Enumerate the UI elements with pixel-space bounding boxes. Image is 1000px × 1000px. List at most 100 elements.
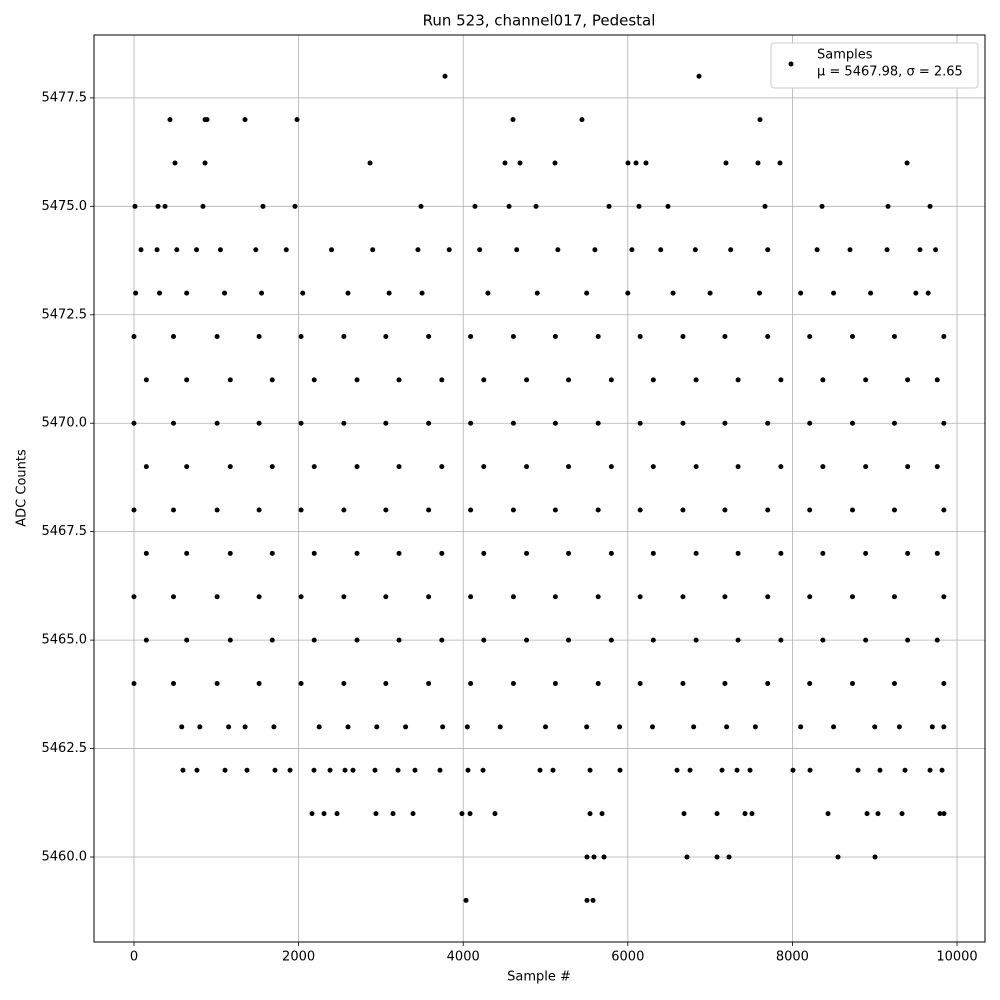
scatter-point	[696, 73, 702, 79]
scatter-point	[714, 854, 720, 860]
scatter-point	[426, 420, 432, 426]
scatter-point	[849, 594, 855, 600]
scatter-point	[300, 290, 306, 296]
scatter-point	[510, 680, 516, 686]
scatter-point	[757, 117, 763, 123]
scatter-point	[214, 594, 220, 600]
scatter-point	[896, 724, 902, 730]
scatter-point	[875, 811, 881, 817]
scatter-point	[584, 724, 590, 730]
scatter-point	[510, 594, 516, 600]
scatter-point	[227, 550, 233, 556]
scatter-point	[884, 247, 890, 253]
scatter-point	[214, 420, 220, 426]
scatter-point	[872, 724, 878, 730]
scatter-point	[354, 377, 360, 383]
scatter-point	[468, 420, 474, 426]
scatter-point	[383, 333, 389, 339]
scatter-point	[798, 290, 804, 296]
scatter-point	[256, 507, 262, 513]
scatter-point	[426, 333, 432, 339]
scatter-point	[256, 333, 262, 339]
scatter-point	[157, 290, 163, 296]
scatter-point	[941, 724, 947, 730]
y-tick-label: 5477.5	[42, 90, 88, 105]
scatter-point	[350, 767, 356, 773]
scatter-point	[524, 550, 530, 556]
scatter-point	[877, 767, 883, 773]
scatter-point	[650, 724, 656, 730]
scatter-point	[477, 247, 483, 253]
scatter-point	[184, 290, 190, 296]
scatter-point	[625, 290, 631, 296]
scatter-point	[680, 680, 686, 686]
scatter-point	[742, 811, 748, 817]
scatter-point	[439, 377, 445, 383]
scatter-point	[155, 203, 161, 209]
scatter-point	[373, 811, 379, 817]
scatter-point	[849, 507, 855, 513]
scatter-point	[396, 464, 402, 470]
scatter-point	[327, 767, 333, 773]
scatter-point	[256, 680, 262, 686]
scatter-point	[899, 811, 905, 817]
scatter-point	[534, 290, 540, 296]
chart-title: Run 523, channel017, Pedestal	[423, 12, 656, 30]
y-tick-label: 5462.5	[42, 741, 88, 756]
scatter-point	[722, 594, 728, 600]
scatter-point	[202, 160, 208, 166]
scatter-point	[439, 550, 445, 556]
scatter-point	[591, 854, 597, 860]
scatter-point	[269, 550, 275, 556]
scatter-point	[587, 811, 593, 817]
scatter-point	[383, 420, 389, 426]
y-axis-label: ADC Counts	[15, 449, 30, 527]
axes-frame	[93, 34, 986, 943]
scatter-point	[608, 464, 614, 470]
scatter-point	[419, 290, 425, 296]
scatter-point	[214, 333, 220, 339]
scatter-point	[179, 724, 185, 730]
legend-marker	[788, 61, 794, 67]
scatter-point	[735, 464, 741, 470]
scatter-point	[902, 767, 908, 773]
scatter-point	[807, 767, 813, 773]
scatter-point	[625, 160, 631, 166]
scatter-point	[617, 724, 623, 730]
scatter-point	[194, 247, 200, 253]
scatter-point	[849, 680, 855, 686]
scatter-point	[311, 377, 317, 383]
scatter-point	[396, 550, 402, 556]
scatter-point	[412, 767, 418, 773]
scatter-point	[227, 377, 233, 383]
x-tick-label: 6000	[611, 950, 644, 965]
scatter-point	[691, 724, 697, 730]
scatter-point	[171, 420, 177, 426]
scatter-point	[934, 377, 940, 383]
scatter-point	[481, 464, 487, 470]
scatter-point	[403, 724, 409, 730]
scatter-point	[687, 767, 693, 773]
scatter-point	[863, 464, 869, 470]
scatter-point	[722, 333, 728, 339]
scatter-point	[426, 507, 432, 513]
scatter-point	[807, 680, 813, 686]
scatter-point	[131, 420, 137, 426]
scatter-point	[939, 767, 945, 773]
scatter-point	[765, 333, 771, 339]
scatter-point	[481, 377, 487, 383]
scatter-point	[167, 117, 173, 123]
scatter-point	[637, 680, 643, 686]
scatter-point	[272, 767, 278, 773]
scatter-point	[524, 637, 530, 643]
scatter-point	[680, 420, 686, 426]
scatter-point	[941, 507, 947, 513]
scatter-point	[131, 507, 137, 513]
scatter-point	[934, 637, 940, 643]
scatter-point	[778, 550, 784, 556]
scatter-point	[222, 290, 228, 296]
scatter-point	[608, 377, 614, 383]
scatter-point	[334, 811, 340, 817]
scatter-point	[587, 767, 593, 773]
